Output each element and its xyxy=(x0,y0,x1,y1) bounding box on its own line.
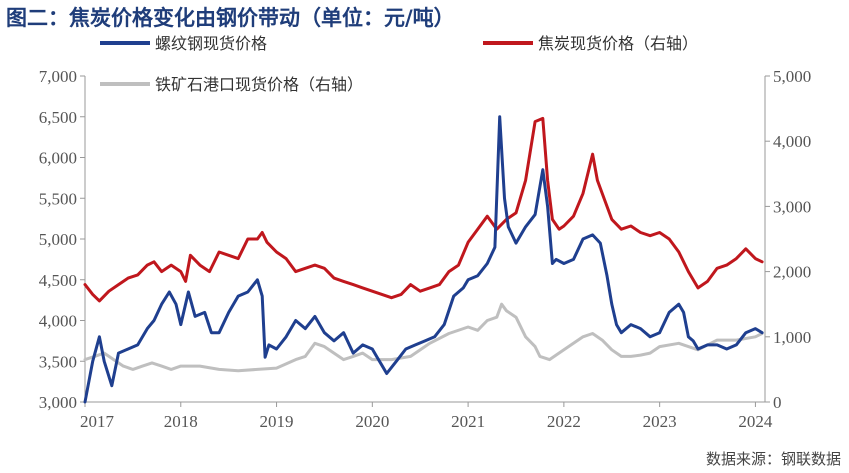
x-tick-label: 2024 xyxy=(738,412,773,431)
y-left-tick-label: 4,500 xyxy=(39,271,77,290)
y-right-tick-label: 3,000 xyxy=(773,197,811,216)
y-right-tick-label: 1,000 xyxy=(773,328,811,347)
x-tick-label: 2023 xyxy=(643,412,677,431)
x-tick-label: 2021 xyxy=(451,412,485,431)
x-tick-label: 2022 xyxy=(547,412,581,431)
y-right-tick-label: 0 xyxy=(773,393,782,412)
y-left-tick-label: 6,000 xyxy=(39,149,77,168)
y-right-tick-label: 2,000 xyxy=(773,263,811,282)
series-lines xyxy=(83,115,764,404)
x-tick-label: 2017 xyxy=(80,412,115,431)
source-note: 数据来源：钢联数据 xyxy=(705,450,841,468)
y-left-tick-label: 4,000 xyxy=(39,312,77,331)
legend-label-0: 螺纹钢现货价格 xyxy=(155,34,267,53)
series-line-0 xyxy=(83,115,764,404)
y-left-tick-label: 7,000 xyxy=(39,67,77,86)
legend: 螺纹钢现货价格 焦炭现货价格（右轴） 铁矿石港口现货价格（右轴） xyxy=(100,34,698,94)
legend-label-2: 铁矿石港口现货价格（右轴） xyxy=(155,75,363,94)
x-tick-label: 2019 xyxy=(260,412,294,431)
axes xyxy=(80,75,770,407)
chart-title: 图二：焦炭价格变化由钢价带动（单位：元/吨） xyxy=(6,6,455,30)
y-left-tick-label: 5,000 xyxy=(39,230,77,249)
x-tick-label: 2018 xyxy=(164,412,198,431)
x-tick-label: 2020 xyxy=(355,412,389,431)
y-left-tick-label: 5,500 xyxy=(39,189,77,208)
y-left-tick-label: 6,500 xyxy=(39,108,77,127)
tick-labels: 3,000 3,500 4,000 4,500 5,000 5,500 6,000 6,500… xyxy=(39,67,812,431)
y-right-tick-label: 5,000 xyxy=(773,67,811,86)
y-left-tick-label: 3,500 xyxy=(39,352,77,371)
series-line-1 xyxy=(83,116,764,303)
series-line-2 xyxy=(83,302,764,373)
y-left-tick-label: 3,000 xyxy=(39,393,77,412)
legend-label-1: 焦炭现货价格（右轴） xyxy=(538,34,698,53)
y-right-tick-label: 4,000 xyxy=(773,132,811,151)
